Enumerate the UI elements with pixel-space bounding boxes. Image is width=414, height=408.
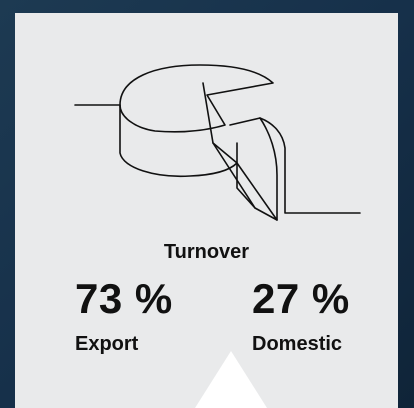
pointer [195, 351, 267, 408]
pointer-triangle [195, 351, 267, 408]
slice-front [202, 82, 278, 221]
stat-label: Domestic [252, 333, 343, 355]
stat-value: 27 % [252, 275, 350, 322]
pie-illustration [74, 64, 361, 221]
line-art [74, 64, 361, 221]
info-card: Turnover 73 % Export 27 % Domestic [15, 13, 398, 408]
stat-value: 73 % [75, 275, 173, 322]
stat-label: Export [75, 333, 139, 355]
pie-side [119, 104, 238, 178]
slice-bottom [236, 162, 256, 209]
title: Turnover [163, 241, 250, 263]
slice-side [259, 117, 361, 214]
pie-top [119, 64, 274, 133]
